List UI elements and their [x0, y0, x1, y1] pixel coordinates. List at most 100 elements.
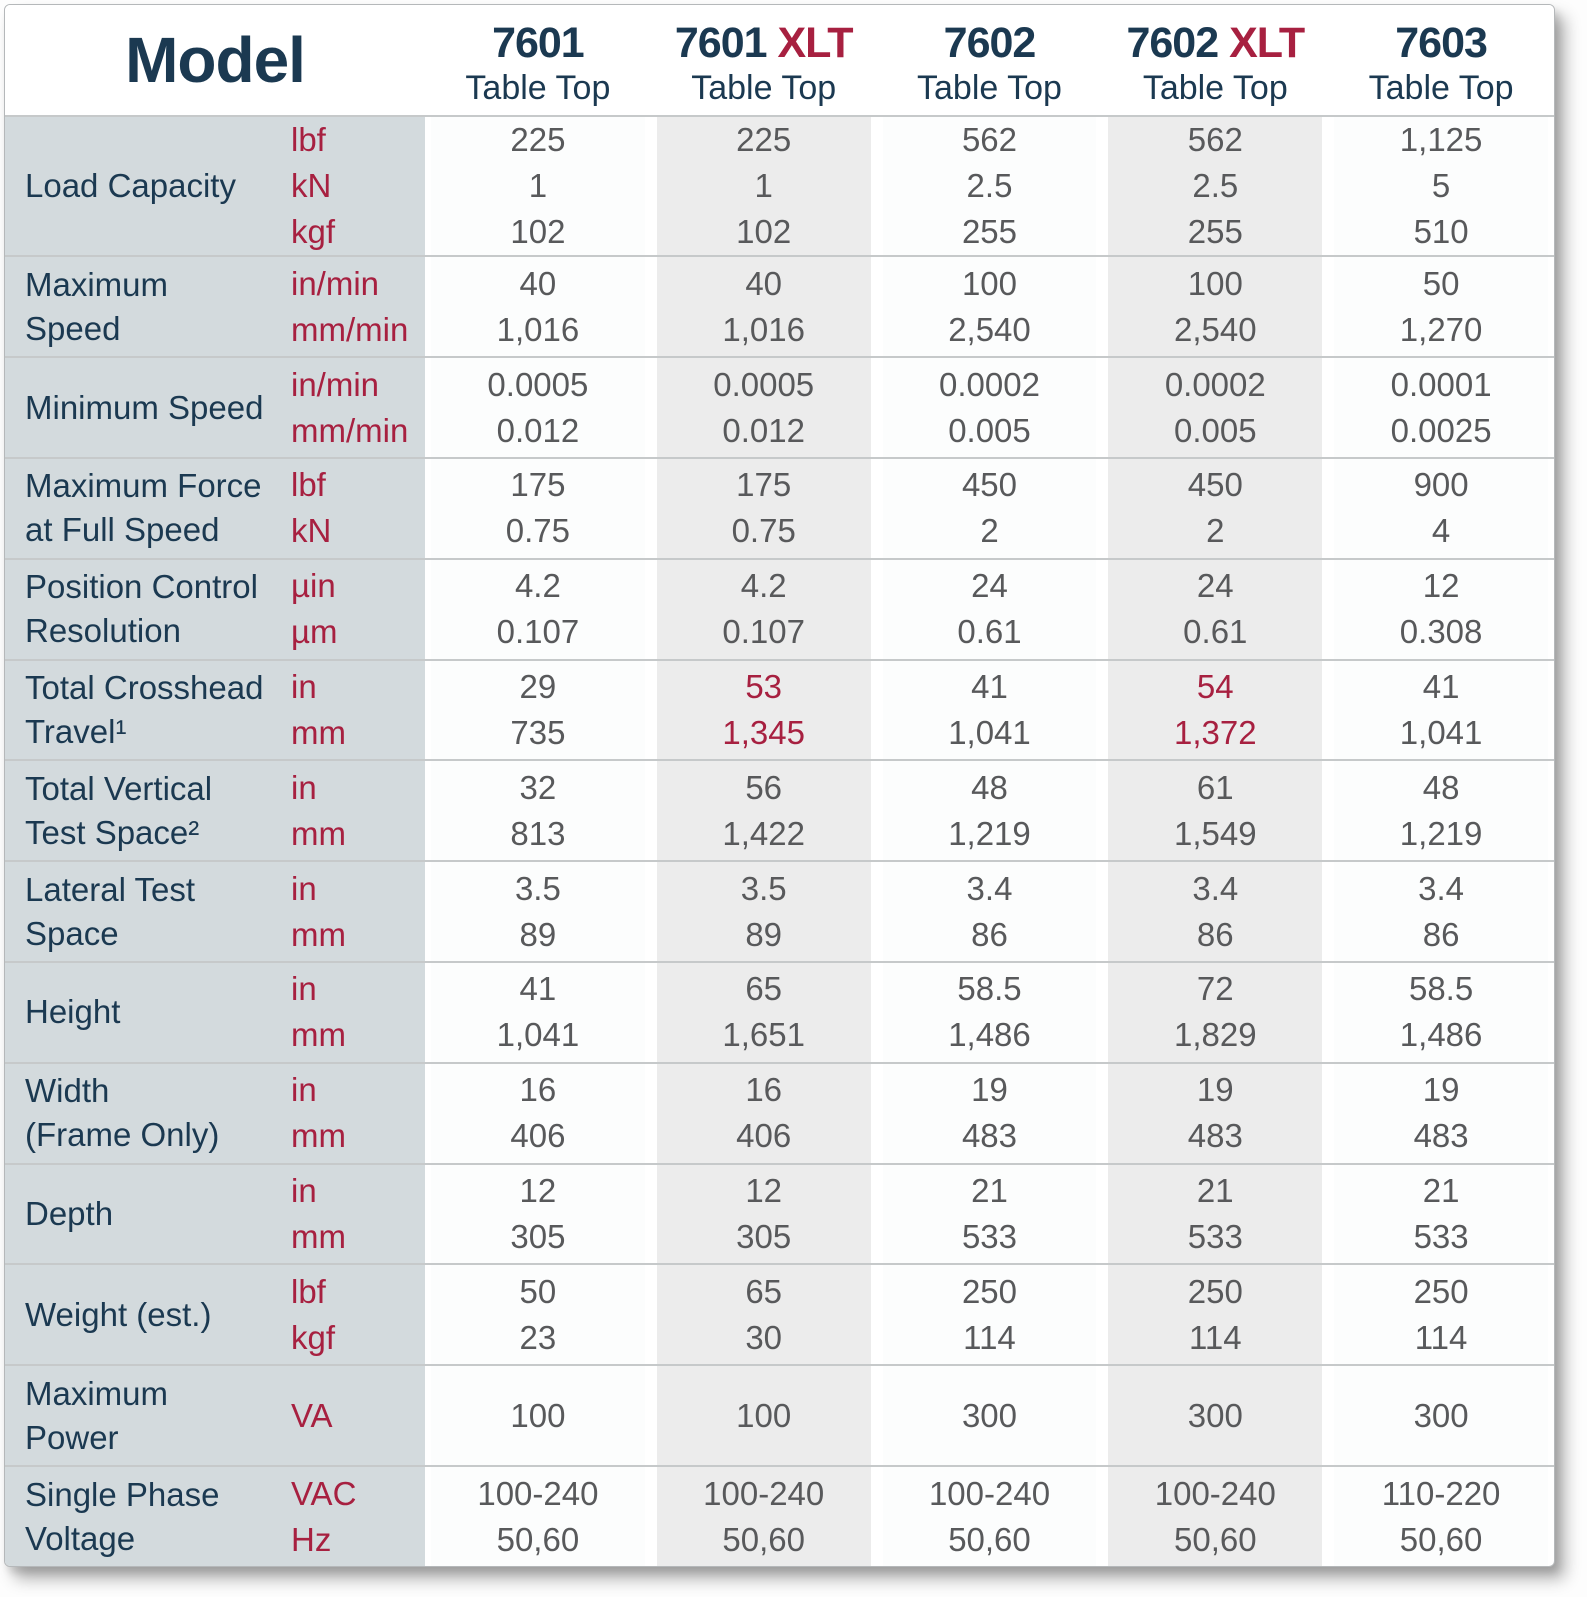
unit-label: kgf [291, 213, 336, 251]
value: 102 [736, 213, 792, 251]
value-cell-weight-est-col4: 250 114 [1328, 1265, 1554, 1365]
unit-label: µm [291, 613, 338, 651]
value: 114 [1414, 1318, 1468, 1356]
param-label-cell: Depth [5, 1164, 277, 1264]
unit-cell: lbf kN kgf [277, 117, 425, 256]
value: 562 [1187, 121, 1243, 159]
model-variant: XLT [777, 18, 853, 67]
value: 0.107 [722, 613, 805, 651]
value: 0.0002 [1164, 365, 1266, 403]
value: 0.0005 [713, 365, 815, 403]
value: 1,345 [722, 714, 805, 751]
value-cell-maximum-speed-col3: 100 2,540 [1102, 257, 1328, 357]
value-cell-maximum-speed-col4: 50 1,270 [1328, 257, 1554, 357]
column-header-7603: 7603 Table Top [1328, 5, 1554, 115]
value: 48 [1422, 768, 1460, 806]
value-cell-minimum-speed-col0: 0.0005 0.012 [425, 358, 651, 457]
unit-label: in [291, 668, 317, 705]
value: 900 [1413, 466, 1469, 504]
spec-row-maximum-power: Maximum Power VA 100 100 300 300 300 [5, 1364, 1554, 1466]
value-cell-total-vertical-test-space-col2: 48 1,219 [877, 761, 1103, 861]
value: 114 [1188, 1318, 1242, 1356]
value: 65 [745, 1272, 783, 1310]
value: 100 [1187, 264, 1243, 302]
value: 175 [736, 466, 792, 504]
value: 0.61 [1183, 613, 1248, 651]
unit-cell: in mm [277, 1164, 425, 1264]
value: 50 [519, 1272, 557, 1310]
value: 100-240 [1154, 1474, 1276, 1512]
spec-row-total-vertical-test-space: Total Vertical Test Space² in mm 32 813 56 1,42… [5, 759, 1554, 861]
value: 1,016 [496, 310, 580, 348]
value-cell-total-crosshead-travel-col0: 29 735 [425, 660, 651, 760]
param-label-line: Weight (est.) [25, 1295, 212, 1333]
spec-row-total-crosshead-travel: Total Crosshead Travel¹ in mm 29 735 53 1,345 41… [5, 658, 1554, 760]
model-header-cell: Model [5, 5, 425, 115]
unit-cell: in mm [277, 660, 425, 760]
spec-table-header: Model 7601 Table Top 7601 XLT Table Top 7602… [5, 5, 1554, 115]
unit-cell: in mm [277, 761, 425, 861]
value: 41 [519, 970, 557, 1008]
value: 72 [1196, 970, 1234, 1008]
value: 2 [1206, 512, 1225, 550]
unit-cell: VAC Hz [277, 1467, 425, 1566]
value-cell-minimum-speed-col2: 0.0002 0.005 [877, 358, 1103, 457]
value: 305 [510, 1218, 566, 1256]
value: 1,486 [948, 1016, 1031, 1054]
value: 100-240 [928, 1474, 1051, 1512]
param-label-line: Test Space² [25, 813, 200, 851]
value: 100 [736, 1396, 792, 1434]
value-cell-lateral-test-space-col0: 3.5 89 [425, 862, 651, 962]
param-label-line: (Frame Only) [25, 1116, 220, 1154]
value-cell-load-capacity-col2: 562 2.5 255 [877, 117, 1103, 256]
param-label-line: Travel¹ [25, 713, 127, 750]
value: 50 [1422, 264, 1460, 302]
value-cell-minimum-speed-col3: 0.0002 0.005 [1102, 358, 1328, 457]
spec-row-width-frame-only: Width (Frame Only) in mm 16 406 16 406 19 483 19 48… [5, 1061, 1554, 1163]
param-label-cell: Minimum Speed [5, 358, 277, 457]
value-cell-weight-est-col1: 65 30 [651, 1265, 877, 1365]
value-cell-depth-col1: 12 305 [651, 1164, 877, 1264]
value-cell-width-frame-only-col0: 16 406 [425, 1063, 651, 1163]
value: 48 [971, 768, 1008, 806]
value: 40 [519, 264, 557, 302]
value: 1,829 [1173, 1016, 1257, 1054]
unit-label: mm [291, 1117, 346, 1155]
value: 4.2 [514, 567, 561, 605]
value: 305 [736, 1218, 792, 1256]
value: 1,041 [948, 714, 1031, 751]
value: 41 [971, 668, 1008, 705]
value: 19 [1196, 1071, 1234, 1109]
value-cell-maximum-power-col4: 300 [1328, 1366, 1554, 1466]
model-number: 7602 XLT [1126, 18, 1305, 67]
model-title: Model [125, 24, 306, 96]
value: 0.107 [496, 613, 580, 651]
value: 3.4 [1192, 869, 1239, 907]
param-label-cell: Weight (est.) [5, 1265, 277, 1365]
param-label-line: Width [25, 1072, 110, 1110]
value-cell-lateral-test-space-col4: 3.4 86 [1328, 862, 1554, 962]
value: 12 [1422, 567, 1460, 605]
value: 3.4 [966, 869, 1013, 907]
unit-cell: in mm [277, 963, 425, 1062]
value: 102 [510, 213, 566, 251]
value: 250 [1187, 1272, 1243, 1310]
value: 19 [1422, 1071, 1460, 1109]
value: 0.005 [1173, 411, 1257, 449]
value: 300 [1187, 1396, 1243, 1434]
unit-label: kN [291, 512, 332, 550]
value: 533 [1187, 1218, 1243, 1256]
spec-row-position-control-resolution: Position Control Resolution µin µm 4.2 0.107 4… [5, 557, 1554, 659]
unit-label: mm/min [291, 411, 409, 449]
model-subtitle: Table Top [1142, 68, 1288, 107]
value: 510 [1413, 213, 1469, 251]
unit-cell: in mm [277, 862, 425, 962]
model-variant: XLT [1229, 18, 1305, 67]
model-subtitle: Table Top [1368, 68, 1514, 107]
unit-label: in [291, 869, 317, 907]
value: 533 [961, 1218, 1018, 1256]
value-cell-position-control-resolution-col1: 4.2 0.107 [651, 559, 877, 659]
unit-label: in [291, 970, 317, 1008]
value-cell-height-col0: 41 1,041 [425, 963, 651, 1062]
value: 100-240 [703, 1474, 825, 1512]
